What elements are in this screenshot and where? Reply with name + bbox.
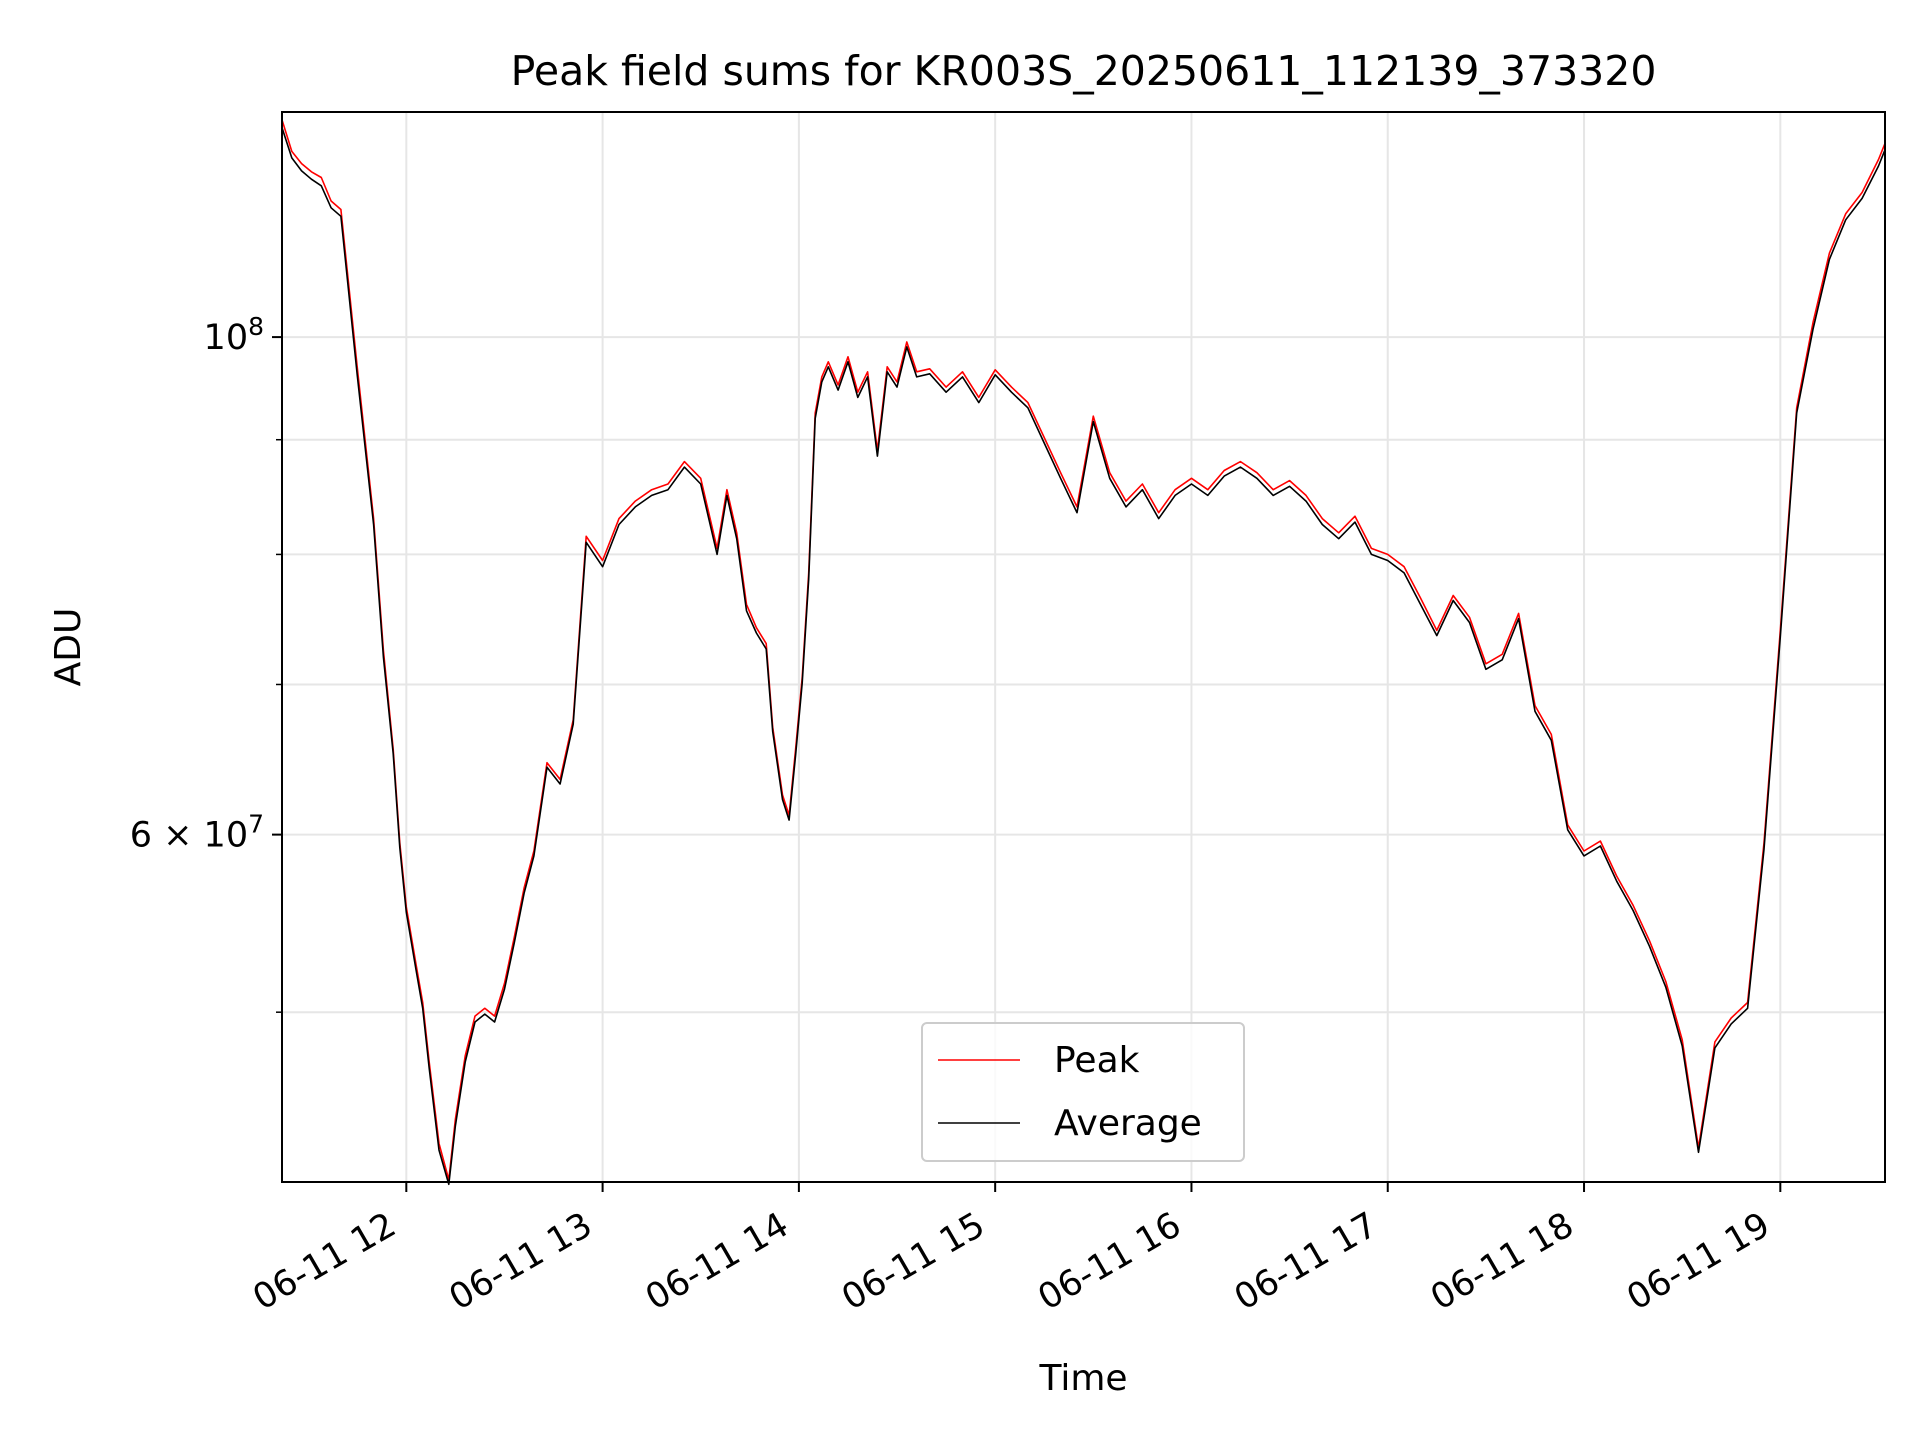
x-tick-label: 06-11 14: [639, 1205, 795, 1318]
x-tick-label: 06-11 13: [443, 1205, 599, 1318]
series-line-average: [281, 127, 1886, 1186]
y-tick-label: 6 × 107: [130, 810, 264, 856]
x-tick-label: 06-11 19: [1621, 1205, 1777, 1318]
series-layer: [281, 119, 1886, 1186]
y-tick-label: 108: [204, 312, 264, 358]
legend-box: [921, 1022, 1245, 1162]
legend-label-average: Average: [1054, 1103, 1202, 1144]
x-tick-label: 06-11 18: [1424, 1205, 1580, 1318]
legend: Peak Average: [921, 1022, 1245, 1162]
grid: [282, 112, 1885, 1182]
y-axis-label: ADU: [48, 608, 89, 687]
x-axis: 06-11 12 06-11 13 06-11 14 06-11 15 06-11 16…: [247, 1182, 1782, 1318]
x-tick-label: 06-11 12: [247, 1205, 403, 1318]
series-line-peak: [281, 119, 1886, 1181]
plot-frame: [281, 111, 1886, 1183]
x-tick-label: 06-11 17: [1228, 1205, 1384, 1318]
x-axis-label: Time: [1038, 1358, 1127, 1399]
x-tick-label: 06-11 15: [835, 1205, 991, 1318]
legend-label-peak: Peak: [1054, 1040, 1140, 1081]
y-axis: 6 × 107 108: [130, 312, 282, 1013]
x-tick-label: 06-11 16: [1032, 1205, 1188, 1318]
chart-title: Peak field sums for KR003S_20250611_1121…: [511, 47, 1657, 95]
